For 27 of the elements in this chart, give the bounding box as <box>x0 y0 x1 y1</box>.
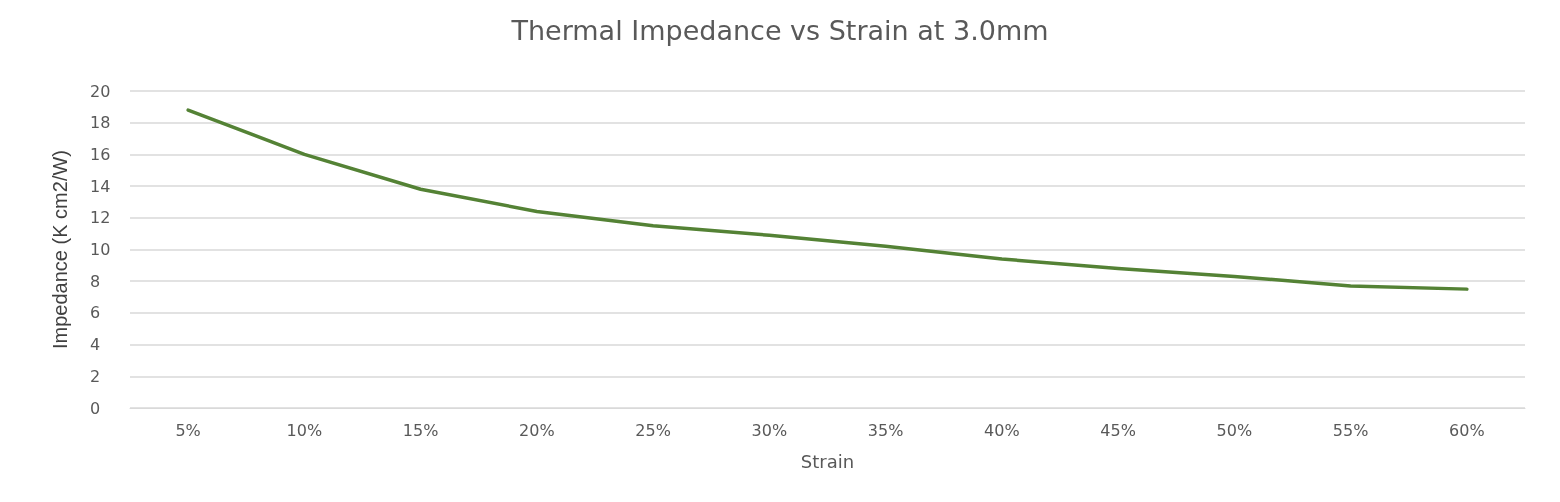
x-tick-label: 5% <box>175 420 201 440</box>
y-tick-label: 16 <box>90 144 111 164</box>
x-tick-label: 55% <box>1332 420 1369 440</box>
x-tick-label: 20% <box>519 420 555 440</box>
x-axis-title: Strain <box>800 450 855 472</box>
x-tick-label: 25% <box>635 420 671 440</box>
y-tick-label: 18 <box>90 113 111 133</box>
x-tick-label: 15% <box>402 420 439 440</box>
line-series <box>186 108 1469 291</box>
y-tick-label: 12 <box>90 208 111 228</box>
x-tick-label: 50% <box>1216 420 1253 440</box>
y-tick-label: 20 <box>90 81 111 101</box>
y-tick-label: 2 <box>90 366 101 386</box>
y-tick-label: 6 <box>90 303 101 323</box>
y-tick-label: 4 <box>90 335 101 355</box>
y-tick-label: 14 <box>90 176 111 196</box>
x-tick-label: 10% <box>286 420 323 440</box>
x-tick-label: 35% <box>867 420 904 440</box>
x-tick-label: 40% <box>984 420 1020 440</box>
y-tick-label: 8 <box>90 271 101 291</box>
y-axis-title: Impedance (K cm2/W) <box>49 150 71 349</box>
y-tick-label: 0 <box>90 398 101 418</box>
x-tick-label: 45% <box>1100 420 1136 440</box>
x-tick-label: 30% <box>751 420 788 440</box>
chart-title: Thermal Impedance vs Strain at 3.0mm <box>510 15 1049 46</box>
x-tick-label: 60% <box>1449 420 1485 440</box>
y-tick-label: 10 <box>90 240 111 259</box>
